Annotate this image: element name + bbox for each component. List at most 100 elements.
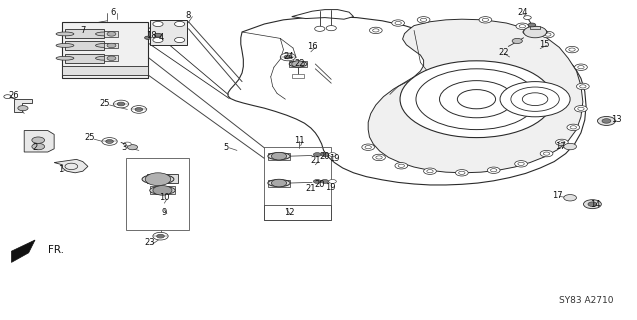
Circle shape xyxy=(329,180,336,183)
Circle shape xyxy=(369,27,382,34)
Circle shape xyxy=(117,102,125,106)
Circle shape xyxy=(292,61,304,67)
Bar xyxy=(292,74,304,78)
Text: 15: 15 xyxy=(540,40,550,49)
Ellipse shape xyxy=(56,32,74,36)
Circle shape xyxy=(564,143,576,150)
Circle shape xyxy=(106,140,113,143)
Text: 10: 10 xyxy=(159,193,169,202)
Circle shape xyxy=(107,32,116,36)
Text: 5: 5 xyxy=(224,143,229,152)
Text: 22: 22 xyxy=(498,48,508,57)
Text: SY83 A2710: SY83 A2710 xyxy=(559,296,613,305)
Text: 21: 21 xyxy=(306,184,316,193)
Bar xyxy=(268,180,290,187)
Bar xyxy=(264,147,331,220)
Circle shape xyxy=(500,82,570,117)
Circle shape xyxy=(145,36,151,39)
Polygon shape xyxy=(292,10,354,19)
Circle shape xyxy=(588,202,597,206)
Circle shape xyxy=(157,234,164,238)
Circle shape xyxy=(124,142,131,146)
Text: 1: 1 xyxy=(58,165,63,174)
Circle shape xyxy=(271,152,287,160)
Bar xyxy=(264,205,331,220)
Text: 25: 25 xyxy=(100,100,110,108)
Circle shape xyxy=(528,23,536,27)
Bar xyxy=(65,54,104,63)
Bar xyxy=(104,55,118,61)
Text: FR.: FR. xyxy=(48,244,64,255)
Circle shape xyxy=(284,55,292,59)
Text: 12: 12 xyxy=(285,208,295,217)
Circle shape xyxy=(4,95,11,99)
Circle shape xyxy=(313,180,321,183)
Bar xyxy=(147,174,178,183)
Bar xyxy=(126,158,189,230)
Text: 13: 13 xyxy=(612,116,622,124)
Circle shape xyxy=(153,21,163,27)
Circle shape xyxy=(424,168,436,174)
Text: 24: 24 xyxy=(517,8,527,17)
Circle shape xyxy=(113,100,129,108)
Text: 2: 2 xyxy=(32,143,38,152)
Circle shape xyxy=(102,138,117,145)
Circle shape xyxy=(395,163,408,169)
Ellipse shape xyxy=(526,29,544,35)
Circle shape xyxy=(329,153,336,156)
Ellipse shape xyxy=(142,174,174,184)
Ellipse shape xyxy=(523,28,547,36)
Circle shape xyxy=(541,31,554,38)
Circle shape xyxy=(576,83,589,90)
Bar xyxy=(289,61,307,67)
Circle shape xyxy=(602,119,611,123)
Ellipse shape xyxy=(56,44,74,47)
Circle shape xyxy=(487,167,500,173)
Circle shape xyxy=(131,106,147,113)
Circle shape xyxy=(392,20,404,26)
Text: 14: 14 xyxy=(590,200,601,209)
Circle shape xyxy=(516,23,529,29)
Circle shape xyxy=(175,37,185,43)
Circle shape xyxy=(18,106,28,111)
Circle shape xyxy=(417,17,430,23)
Circle shape xyxy=(135,108,143,111)
Text: 19: 19 xyxy=(329,154,340,163)
Circle shape xyxy=(567,124,580,131)
Circle shape xyxy=(107,43,116,48)
Bar xyxy=(104,31,118,37)
Polygon shape xyxy=(54,159,88,173)
Text: 21: 21 xyxy=(311,156,321,165)
Polygon shape xyxy=(11,240,35,262)
Ellipse shape xyxy=(268,180,290,187)
Circle shape xyxy=(153,232,168,240)
Circle shape xyxy=(154,33,162,37)
Bar xyxy=(530,26,540,29)
Circle shape xyxy=(315,26,325,31)
Circle shape xyxy=(455,170,468,176)
Circle shape xyxy=(175,21,185,27)
Text: 16: 16 xyxy=(307,42,317,51)
Circle shape xyxy=(540,150,553,157)
Ellipse shape xyxy=(150,186,175,194)
Text: 23: 23 xyxy=(145,238,155,247)
Circle shape xyxy=(362,144,375,150)
Text: 17: 17 xyxy=(555,142,566,151)
Circle shape xyxy=(575,106,587,112)
Circle shape xyxy=(32,143,45,150)
Ellipse shape xyxy=(56,56,74,60)
Circle shape xyxy=(32,137,45,143)
Circle shape xyxy=(564,195,576,201)
Circle shape xyxy=(583,200,601,209)
Text: 8: 8 xyxy=(185,11,190,20)
Circle shape xyxy=(512,38,522,44)
Text: 4: 4 xyxy=(159,33,164,42)
Circle shape xyxy=(479,17,492,23)
Circle shape xyxy=(127,145,138,150)
Text: 26: 26 xyxy=(9,91,19,100)
Bar xyxy=(65,41,104,50)
Ellipse shape xyxy=(96,56,113,60)
Circle shape xyxy=(566,46,578,53)
Bar xyxy=(62,66,148,75)
Circle shape xyxy=(271,179,287,187)
